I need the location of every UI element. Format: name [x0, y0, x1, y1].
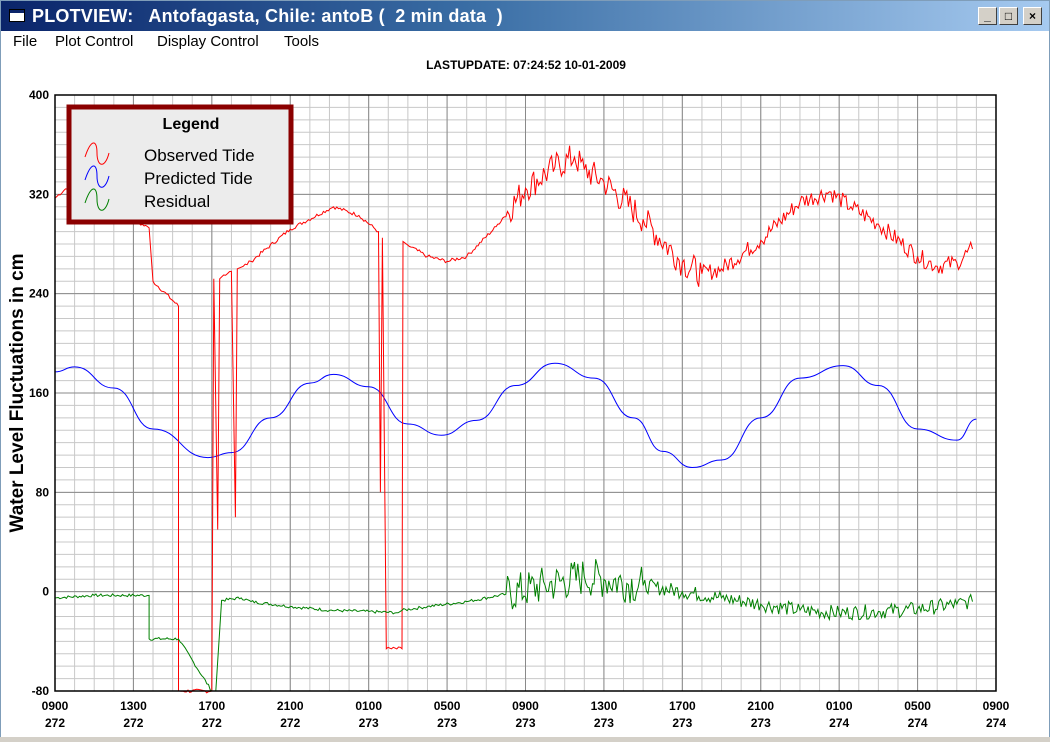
legend-residual-label: Residual	[144, 192, 210, 211]
close-button[interactable]: ×	[1023, 7, 1042, 25]
last-update-label: LASTUPDATE: 07:24:52 10-01-2009	[426, 58, 626, 72]
x-tick-day-label: 273	[515, 716, 535, 730]
legend-frame	[66, 104, 294, 225]
x-tick-time-label: 0500	[434, 699, 461, 713]
plot-frame	[54, 94, 997, 692]
x-tick-time-label: 1300	[120, 699, 147, 713]
legend-observed-label: Observed Tide	[144, 146, 255, 165]
x-tick-time-label: 0900	[983, 699, 1010, 713]
y-tick-label: 240	[29, 287, 49, 301]
x-tick-day-label: 272	[123, 716, 143, 730]
y-tick-label: 80	[36, 485, 50, 499]
x-tick-day-label: 274	[829, 716, 849, 730]
menu-tools[interactable]: Tools	[284, 33, 320, 50]
x-tick-day-label: 273	[437, 716, 457, 730]
menu-display-control[interactable]: Display Control	[157, 33, 259, 50]
minimize-button[interactable]: _	[978, 7, 997, 25]
window-title: PLOTVIEW: Antofagasta, Chile: antoB ( 2 …	[32, 6, 503, 26]
series-layer	[54, 145, 977, 694]
y-tick-label: 160	[29, 386, 49, 400]
x-tick-day-label: 273	[359, 716, 379, 730]
legend-title: Legend	[163, 116, 220, 133]
legend-box[interactable]: Legend Observed Tide Predicted Tide Resi…	[66, 104, 294, 225]
x-tick-time-label: 1300	[591, 699, 618, 713]
x-tick-day-label: 273	[672, 716, 692, 730]
y-tick-label: 320	[29, 187, 49, 201]
x-tick-day-label: 272	[280, 716, 300, 730]
legend-predicted-label: Predicted Tide	[144, 169, 253, 188]
series-line-predicted-tide	[54, 362, 977, 469]
title-bar[interactable]: PLOTVIEW: Antofagasta, Chile: antoB ( 2 …	[1, 1, 1049, 31]
x-tick-time-label: 1700	[198, 699, 225, 713]
y-axis-label: Water Level Fluctuations in cm	[7, 253, 28, 532]
menu-plot-control[interactable]: Plot Control	[55, 33, 134, 50]
x-tick-day-label: 272	[202, 716, 222, 730]
y-tick-labels: -80 0 80 160 240 320 400	[29, 88, 49, 698]
tide-chart: LASTUPDATE: 07:24:52 10-01-2009 Water Le…	[7, 58, 1010, 730]
x-tick-time-label: 0100	[826, 699, 853, 713]
y-tick-label: 400	[29, 88, 49, 102]
app-window-icon[interactable]	[9, 9, 25, 22]
x-tick-day-label: 274	[908, 716, 928, 730]
x-tick-time-label: 0500	[904, 699, 931, 713]
legend-residual-swatch	[84, 188, 110, 211]
plot-area: LASTUPDATE: 07:24:52 10-01-2009 Water Le…	[1, 53, 1049, 737]
menu-file[interactable]: File	[13, 33, 38, 50]
x-tick-time-label: 0900	[42, 699, 69, 713]
x-tick-time-label: 2100	[277, 699, 304, 713]
maximize-button[interactable]: □	[999, 7, 1018, 25]
menu-bar: File Plot Control Display Control Tools	[1, 31, 1049, 53]
x-tick-day-label: 273	[751, 716, 771, 730]
x-tick-time-label: 0900	[512, 699, 539, 713]
x-tick-labels: 0900 272 1300 272 1700 272 2100 272 0100 273 0500 2…	[42, 699, 1010, 730]
x-tick-time-label: 2100	[747, 699, 774, 713]
x-tick-day-label: 273	[594, 716, 614, 730]
series-line-observed-tide	[54, 145, 973, 694]
y-tick-label: -80	[32, 684, 50, 698]
legend-observed-swatch	[84, 142, 110, 165]
x-tick-day-label: 274	[986, 716, 1006, 730]
y-tick-label: 0	[42, 585, 49, 599]
series-line-residual	[54, 559, 973, 692]
legend-predicted-swatch	[84, 165, 110, 188]
x-tick-time-label: 0100	[355, 699, 382, 713]
x-tick-day-label: 272	[45, 716, 65, 730]
x-tick-time-label: 1700	[669, 699, 696, 713]
